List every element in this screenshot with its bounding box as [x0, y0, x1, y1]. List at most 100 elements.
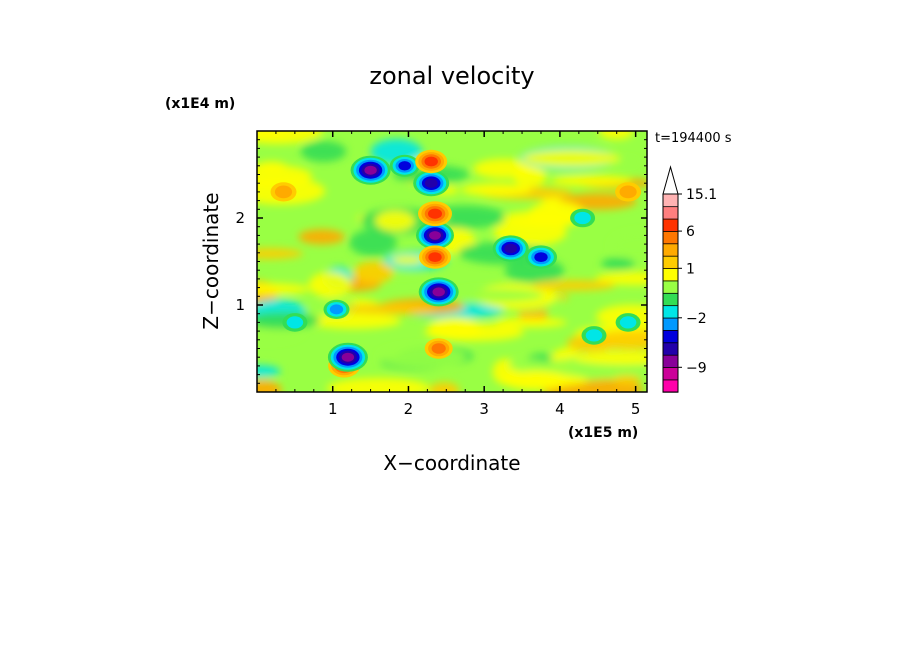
- heatmap-field: [257, 131, 647, 392]
- heatmap-contour: [619, 185, 637, 199]
- heatmap-contour: [364, 165, 377, 175]
- heatmap-feature: [570, 208, 596, 228]
- heatmap-contour: [341, 352, 355, 362]
- colorbar-label: 6: [686, 224, 695, 240]
- x-tick-label: 1: [328, 400, 338, 418]
- colorbar-segment: [662, 317, 679, 331]
- heatmap-feature: [415, 149, 448, 174]
- texture-band: [428, 317, 482, 341]
- colorbar-segment: [662, 230, 679, 245]
- texture-band: [461, 183, 532, 197]
- heatmap-contour: [431, 343, 446, 354]
- heatmap-contour: [504, 243, 518, 254]
- texture-band: [531, 280, 616, 291]
- heatmap-feature: [327, 342, 368, 372]
- heatmap-contour: [432, 287, 445, 297]
- heatmap-feature: [418, 277, 459, 307]
- colorbar-segment: [662, 304, 679, 319]
- colorbar-segment: [662, 267, 679, 282]
- heatmap-feature: [270, 182, 297, 202]
- colorbar-extension: [662, 165, 679, 195]
- colorbar-frame: [662, 193, 679, 393]
- heatmap-contour: [619, 316, 637, 329]
- texture-band: [257, 164, 313, 188]
- heatmap-contour: [428, 252, 442, 262]
- texture-band: [429, 382, 460, 392]
- y-tick-label: 2: [235, 209, 245, 227]
- heatmap-contour: [534, 252, 548, 262]
- heatmap-contour: [286, 316, 304, 329]
- colorbar-segment: [662, 243, 679, 257]
- texture-band: [257, 283, 311, 295]
- colorbar-segment: [662, 205, 679, 220]
- x-tick-label: 3: [479, 400, 489, 418]
- colorbar-segment: [662, 354, 679, 368]
- texture-band: [298, 229, 345, 245]
- heatmap-feature: [419, 245, 451, 269]
- texture-band: [391, 255, 425, 265]
- texture-band: [326, 377, 431, 392]
- colorbar: 15.1 6 1 −2 −9: [662, 165, 717, 393]
- texture-band: [573, 351, 647, 365]
- heatmap-feature: [416, 221, 454, 250]
- colorbar-label: −9: [686, 360, 707, 376]
- texture-band: [601, 257, 635, 270]
- colorbar-segment: [662, 329, 679, 344]
- heatmap-features: [270, 149, 642, 378]
- x-tick-label: 2: [404, 400, 414, 418]
- time-label: t=194400 s: [655, 131, 732, 146]
- texture-band: [513, 166, 547, 187]
- heatmap-contour: [428, 208, 442, 219]
- texture-band: [610, 231, 647, 259]
- heatmap-feature: [525, 245, 557, 269]
- texture-band: [595, 271, 647, 286]
- heatmap-feature: [615, 313, 641, 332]
- texture-band: [341, 304, 436, 315]
- y-axis-label: Z−coordinate: [199, 192, 223, 329]
- texture-band: [349, 229, 397, 257]
- x-axis-label: X−coordinate: [383, 451, 520, 475]
- texture-band: [257, 312, 321, 329]
- texture-band: [353, 261, 394, 284]
- heatmap-contour: [398, 161, 412, 171]
- texture-band: [508, 359, 547, 372]
- x-tick-label: 5: [631, 400, 641, 418]
- x-tick-label: 4: [555, 400, 565, 418]
- texture-band: [306, 312, 402, 329]
- colorbar-segment: [662, 193, 679, 208]
- heatmap-feature: [615, 182, 642, 202]
- texture-band: [257, 248, 303, 259]
- texture-band: [257, 131, 323, 145]
- texture-band: [501, 370, 570, 391]
- heatmap-feature: [282, 313, 308, 332]
- texture-band: [454, 288, 544, 302]
- heatmap-contour: [574, 211, 591, 225]
- colorbar-segment: [662, 255, 679, 269]
- colorbar-segment: [662, 218, 679, 232]
- texture-band: [522, 149, 620, 168]
- texture-band: [550, 175, 633, 187]
- heatmap-contour: [274, 185, 293, 199]
- texture-band: [495, 317, 567, 328]
- colorbar-label: 1: [686, 261, 695, 277]
- chart-title: zonal velocity: [369, 62, 534, 90]
- heatmap-contour: [585, 329, 603, 342]
- y-tick-label: 1: [235, 296, 245, 314]
- colorbar-label: 15.1: [686, 187, 717, 203]
- heatmap-contour: [424, 178, 438, 188]
- texture-band: [379, 345, 467, 369]
- heatmap-feature: [350, 155, 391, 185]
- colorbar-segment: [662, 280, 679, 294]
- heatmap-feature: [413, 170, 450, 197]
- colorbar-label: −2: [686, 311, 707, 327]
- colorbar-segment: [662, 379, 679, 393]
- heatmap-feature: [424, 338, 453, 359]
- y-axis-unit: (x1E4 m): [165, 96, 235, 112]
- texture-band: [257, 379, 282, 392]
- heatmap-contour: [424, 156, 438, 167]
- texture-band: [612, 375, 642, 386]
- heatmap-feature: [323, 299, 350, 319]
- heatmap-feature: [581, 326, 607, 345]
- heatmap-feature: [492, 235, 529, 262]
